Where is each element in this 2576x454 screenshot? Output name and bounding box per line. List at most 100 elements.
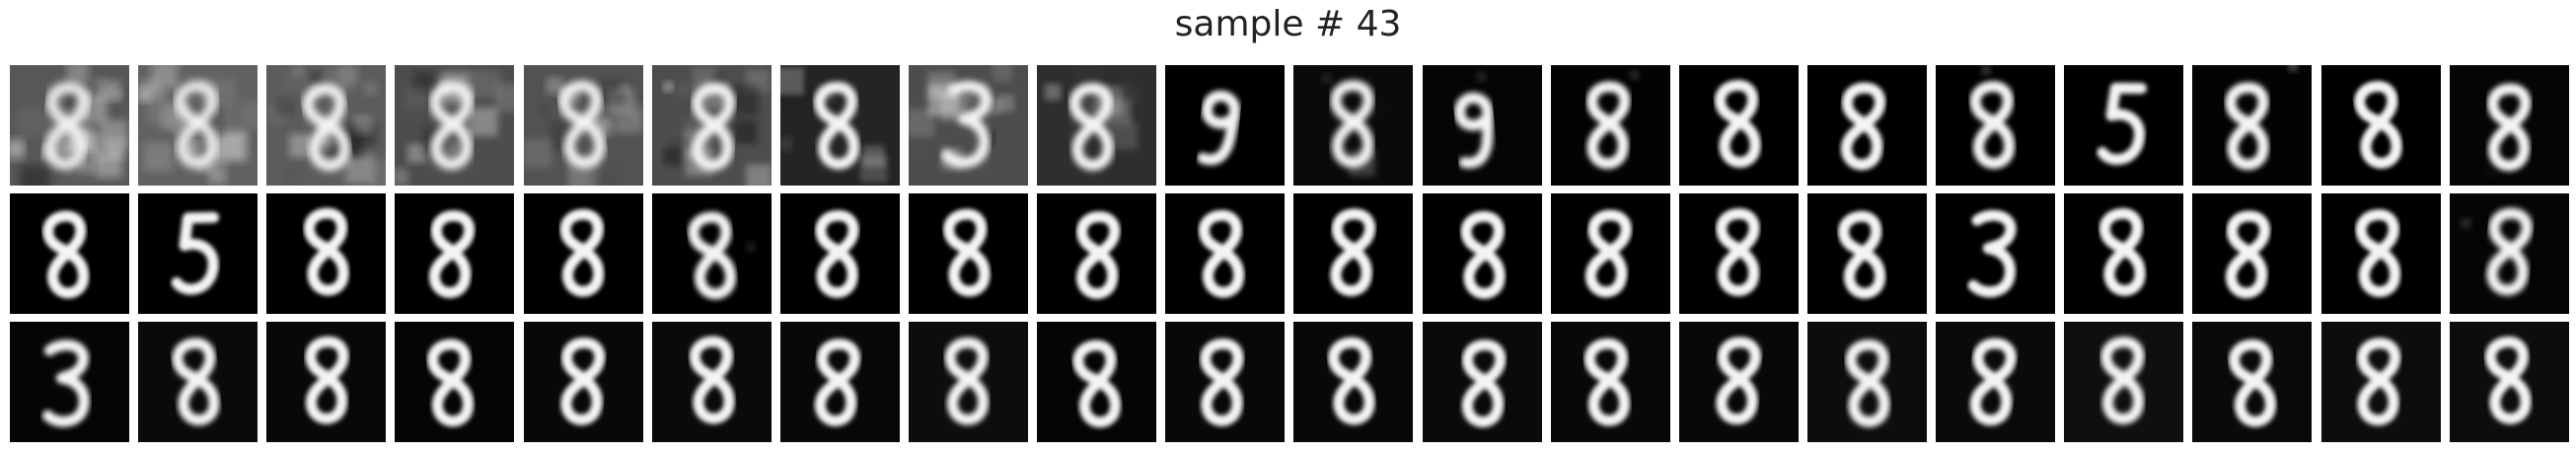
noise-blotch [146, 98, 174, 125]
digit-sample-image [2100, 337, 2145, 425]
digit-stroke [1841, 82, 1886, 171]
digit-sample-tile [523, 193, 643, 314]
digit-sample-tile [1293, 65, 1414, 186]
digit-sample-image [1970, 338, 2017, 426]
digit-sample-tile [266, 322, 387, 442]
digit-stroke [1970, 338, 2017, 426]
noise-blotch [590, 167, 621, 186]
digit-stroke [1838, 210, 1885, 299]
digit-sample-image [2229, 339, 2277, 427]
digit-sample-image [171, 211, 220, 295]
digit-sample-tile [1422, 322, 1542, 442]
noise-blotch [523, 138, 552, 168]
digit-sample-image [814, 339, 860, 426]
digit-sample-image [2225, 65, 2299, 171]
digit-sample-tile [651, 193, 772, 314]
digit-sample-image [427, 339, 475, 427]
digit-stroke [2099, 207, 2146, 296]
noise-blotch [1980, 65, 1992, 76]
noise-blotch [1121, 86, 1141, 105]
digit-sample-tile [651, 322, 772, 442]
digit-sample-tile [2449, 322, 2569, 442]
digit-sample-tile [2449, 193, 2569, 314]
digit-stroke [559, 208, 604, 297]
digit-stroke [1969, 81, 2016, 170]
digit-sample-tile [10, 322, 129, 442]
noise-blotch [337, 65, 359, 86]
digit-stroke [1453, 92, 1494, 169]
noise-blotch [157, 88, 168, 99]
digit-stroke [41, 340, 90, 427]
digit-sample-image [1321, 73, 1390, 177]
digit-sample-tile [2320, 322, 2441, 442]
digit-sample-tile [2064, 193, 2184, 314]
digit-sample-image [42, 210, 90, 299]
noise-blotch [992, 65, 1012, 82]
digit-sample-image [559, 208, 604, 297]
digit-stroke [44, 82, 91, 171]
digit-stroke [1716, 208, 1760, 297]
digit-sample-image [2355, 209, 2400, 298]
digit-sample-image [1716, 337, 1761, 425]
noise-blotch [666, 139, 684, 157]
digit-sample-image [662, 67, 772, 186]
digit-sample-image [305, 336, 349, 424]
digit-sample-image [1328, 337, 1375, 425]
digit-stroke [941, 80, 993, 169]
digit-sample-image [1453, 71, 1494, 169]
digit-sample-image [944, 337, 990, 425]
noise-blotch [213, 107, 239, 132]
digit-sample-image [172, 338, 220, 426]
noise-blotch [538, 104, 551, 116]
noise-blotch [1123, 76, 1134, 87]
digit-sample-image [908, 65, 1014, 170]
noise-blotch [662, 81, 674, 93]
digit-sample-image [1716, 208, 1760, 297]
noise-blotch [745, 164, 772, 186]
noise-blotch [282, 66, 307, 91]
digit-sample-tile [908, 322, 1028, 442]
digit-sample-image [523, 77, 643, 186]
digit-stroke [1328, 337, 1375, 425]
digit-stroke [2229, 339, 2277, 427]
noise-blotch [597, 78, 626, 107]
digit-sample-image [2460, 207, 2533, 296]
digit-stroke [814, 339, 860, 426]
digit-stroke [1716, 337, 1761, 425]
digit-stroke [302, 83, 351, 172]
figure-title: sample # 43 [1174, 4, 1402, 44]
digit-sample-tile [908, 65, 1028, 186]
digit-stroke [172, 338, 220, 426]
digit-stroke [2100, 337, 2145, 425]
noise-blotch [1475, 71, 1486, 82]
noise-blotch [2460, 218, 2471, 229]
noise-blotch [310, 71, 322, 83]
digit-sample-tile [1037, 65, 1157, 186]
noise-blotch [1044, 83, 1062, 101]
digit-stroke [304, 207, 349, 296]
noise-blotch [20, 165, 50, 186]
digit-sample-tile [779, 65, 900, 186]
noise-blotch [405, 86, 428, 111]
digit-sample-tile [2449, 65, 2569, 186]
digit-stroke [1460, 210, 1506, 299]
digit-stroke [691, 83, 736, 172]
digit-sample-image [41, 340, 90, 427]
digit-sample-tile [395, 322, 515, 442]
noise-blotch [139, 79, 161, 101]
digit-sample-image [2486, 83, 2532, 178]
noise-blotch [395, 168, 409, 186]
digit-sample-image [1714, 79, 1761, 168]
digit-sample-image [1585, 69, 1640, 170]
digit-sample-image [1076, 211, 1121, 300]
noise-blotch [468, 71, 492, 96]
digit-sample-tile [1165, 65, 1286, 186]
digit-sample-image [1845, 339, 1890, 427]
digit-sample-tile [138, 322, 258, 442]
noise-blotch [677, 82, 691, 97]
digit-stroke [1200, 338, 1244, 426]
sample-grid [10, 65, 2569, 442]
digit-stroke [1583, 338, 1630, 426]
noise-blotch [469, 107, 498, 136]
noise-blotch [614, 108, 641, 135]
